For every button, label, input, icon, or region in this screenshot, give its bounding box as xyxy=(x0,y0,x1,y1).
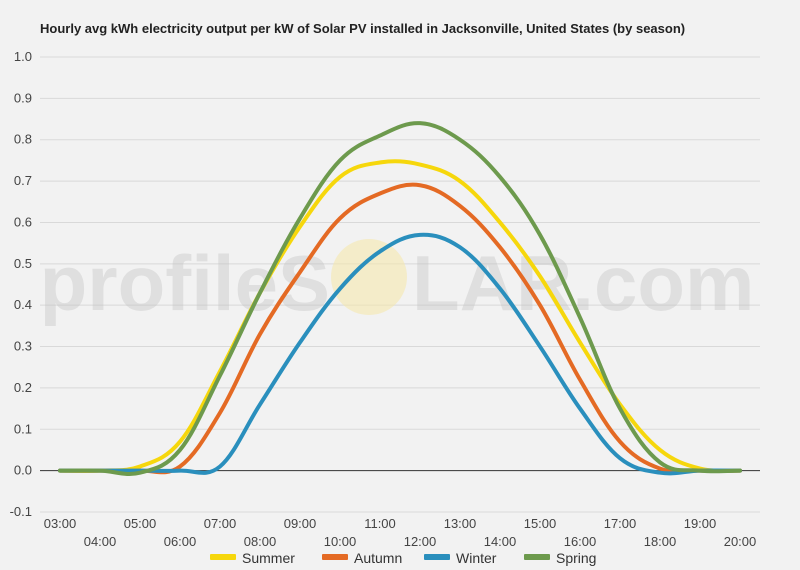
x-tick-label: 06:00 xyxy=(164,534,197,549)
y-tick-label: 0.1 xyxy=(14,421,32,436)
y-tick-label: 0.5 xyxy=(14,256,32,271)
series-line-winter[interactable] xyxy=(58,232,742,476)
x-tick-label: 16:00 xyxy=(564,534,597,549)
legend-label-winter[interactable]: Winter xyxy=(456,550,497,566)
x-tick-label: 04:00 xyxy=(84,534,117,549)
legend-label-autumn[interactable]: Autumn xyxy=(354,550,402,566)
y-tick-label: 0.6 xyxy=(14,214,32,229)
legend-swatch-spring[interactable] xyxy=(524,554,550,560)
y-tick-label: 0.3 xyxy=(14,339,32,354)
legend-swatch-autumn[interactable] xyxy=(322,554,348,560)
x-tick-label: 12:00 xyxy=(404,534,437,549)
y-tick-label: 0.0 xyxy=(14,463,32,478)
x-axis: 03:00 04:00 05:00 06:00 07:00 08:00 09:00 10:00… xyxy=(44,516,757,549)
legend-label-spring[interactable]: Spring xyxy=(556,550,596,566)
chart-title: Hourly avg kWh electricity output per kW… xyxy=(40,21,685,36)
x-tick-label: 10:00 xyxy=(324,534,357,549)
x-tick-label: 18:00 xyxy=(644,534,677,549)
y-tick-label: 0.9 xyxy=(14,90,32,105)
series-lines xyxy=(58,121,742,477)
x-tick-label: 05:00 xyxy=(124,516,157,531)
x-tick-label: 15:00 xyxy=(524,516,557,531)
legend: Summer Autumn Winter Spring xyxy=(210,550,596,566)
y-tick-label: 0.4 xyxy=(14,297,32,312)
x-tick-label: 14:00 xyxy=(484,534,517,549)
y-tick-label: 0.8 xyxy=(14,132,32,147)
y-tick-label: 0.7 xyxy=(14,173,32,188)
series-line-autumn[interactable] xyxy=(58,182,742,475)
watermark-text-right: LAR.com xyxy=(412,239,754,327)
x-tick-label: 03:00 xyxy=(44,516,77,531)
series-line-spring[interactable] xyxy=(58,121,742,477)
x-tick-label: 20:00 xyxy=(724,534,757,549)
y-tick-label: 0.2 xyxy=(14,380,32,395)
watermark-sun-icon xyxy=(331,239,407,315)
x-tick-label: 17:00 xyxy=(604,516,637,531)
legend-swatch-summer[interactable] xyxy=(210,554,236,560)
x-tick-label: 09:00 xyxy=(284,516,317,531)
y-tick-label: -0.1 xyxy=(10,504,32,519)
x-tick-label: 07:00 xyxy=(204,516,237,531)
legend-swatch-winter[interactable] xyxy=(424,554,450,560)
x-tick-label: 13:00 xyxy=(444,516,477,531)
y-tick-label: 1.0 xyxy=(14,49,32,64)
x-tick-label: 19:00 xyxy=(684,516,717,531)
watermark-text-left: profileS xyxy=(40,239,330,327)
y-axis: 1.0 0.9 0.8 0.7 0.6 0.5 0.4 0.3 0.2 0.1 0.0 -0.1 xyxy=(10,49,32,519)
x-tick-label: 08:00 xyxy=(244,534,277,549)
legend-label-summer[interactable]: Summer xyxy=(242,550,295,566)
x-tick-label: 11:00 xyxy=(364,516,396,531)
